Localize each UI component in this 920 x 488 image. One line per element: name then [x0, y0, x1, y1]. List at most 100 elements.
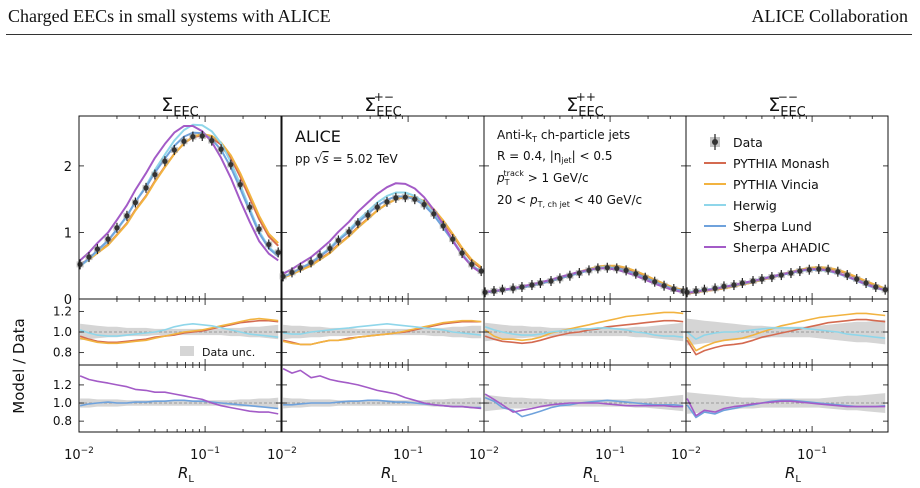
x-tick-label: 10−1: [797, 446, 827, 463]
data-point: [567, 273, 573, 279]
data-point: [712, 285, 718, 291]
data-point: [346, 229, 352, 235]
legend-label: Sherpa Lund: [733, 219, 812, 234]
data-point: [459, 250, 465, 256]
data-point: [77, 261, 83, 267]
data-point: [557, 275, 563, 281]
data-point: [863, 280, 869, 286]
sqrt-s: s: [322, 152, 328, 166]
x-tick-label-exponent: −2: [486, 446, 499, 456]
ratio-legend-label: Data unc.: [202, 346, 255, 359]
data-point: [393, 195, 399, 201]
model-curve: [79, 131, 279, 267]
data-point: [327, 245, 333, 252]
data-point: [86, 254, 92, 260]
x-tick-label: 10−1: [190, 446, 220, 463]
axes-frame: [78, 364, 282, 433]
data-point: [275, 249, 281, 256]
panel-title: ΣEEC−−: [768, 90, 806, 120]
jet-radius-label: R = 0.4, |ηjet| < 0.5: [497, 149, 612, 165]
ratio-curve: [79, 319, 279, 344]
data-point: [750, 278, 756, 284]
data-point: [797, 268, 803, 274]
experiment-label: ALICE: [295, 127, 341, 146]
x-axis-label-sub: L: [391, 474, 397, 485]
legend-data-point: [712, 139, 718, 145]
data-point: [478, 268, 484, 274]
data-point: [412, 196, 418, 202]
y-tick-label: 0.8: [53, 414, 72, 428]
data-point: [421, 201, 427, 208]
data-point: [873, 284, 879, 290]
data-point: [721, 283, 727, 289]
legend-label: Herwig: [733, 198, 777, 213]
y-tick-label: 1.2: [53, 304, 72, 318]
data-point: [355, 220, 361, 226]
data-point: [308, 259, 314, 265]
y-tick-label: 0.8: [53, 346, 72, 360]
x-axis-label: RL: [178, 464, 194, 485]
ratio-curve: [79, 322, 279, 338]
data-point: [854, 276, 860, 282]
data-point: [642, 275, 648, 281]
pt-sub: T: [504, 178, 510, 187]
ratio-curve: [79, 399, 279, 410]
panel-3: 10−2 10−1 ΣEEC++ RL: [469, 90, 687, 485]
model-curve: [282, 195, 482, 279]
data-point: [266, 241, 272, 248]
track-cut-tail: > 1 GeV/c: [524, 171, 589, 185]
y-axis-label: Model / Data: [10, 318, 28, 413]
x-tick-label-exponent: −2: [81, 446, 94, 456]
ratio-curve: [484, 326, 684, 338]
collision-label: pp √s = 5.02 TeV: [295, 152, 399, 167]
collision-energy: = 5.02 TeV: [329, 152, 399, 166]
data-point: [143, 185, 149, 191]
data-point: [431, 211, 437, 217]
data-point: [450, 236, 456, 242]
model-curve: [282, 182, 482, 275]
jet-algorithm-label: Anti-kT ch-particle jets: [497, 128, 630, 144]
panel-title-sub: EEC: [780, 105, 806, 120]
data-point: [816, 266, 822, 272]
data-point: [440, 223, 446, 229]
data-point: [614, 265, 620, 271]
data-point: [491, 288, 497, 294]
data-point: [218, 146, 224, 152]
x-axis-label: RL: [785, 464, 801, 485]
data-point: [633, 271, 639, 277]
data-point: [105, 236, 111, 242]
model-curve: [79, 125, 279, 262]
x-ticks: [78, 116, 282, 432]
model-curve: [79, 134, 279, 266]
ratio-curve: [283, 322, 482, 336]
data-point: [114, 225, 120, 231]
x-tick-label: 10−1: [595, 446, 625, 463]
pt-symbol: p: [529, 193, 538, 207]
data-point: [152, 171, 158, 178]
legend-label: Data: [733, 135, 763, 150]
legend-label: Sherpa AHADIC: [733, 240, 830, 255]
data-point: [576, 270, 582, 276]
data-point: [586, 267, 592, 273]
axes-frame: [685, 364, 889, 433]
data-point: [739, 280, 745, 286]
y-tick-label: 1: [64, 226, 72, 241]
x-tick-label-exponent: −2: [284, 446, 297, 456]
data-point: [162, 158, 168, 164]
x-tick-label-exponent: −1: [410, 446, 423, 456]
ratio-curve: [686, 312, 886, 352]
y-tick-label: 1.0: [53, 325, 72, 339]
y-tick-label: 0: [64, 293, 72, 308]
data-point: [537, 280, 543, 286]
x-ticks: [685, 116, 889, 432]
data-point: [671, 286, 677, 292]
y-ticks: 0 1 2 0.8 1.0 1.2 0.8 1.0 1.2: [53, 160, 888, 428]
x-axis-label-sub: L: [795, 474, 801, 485]
data-point: [482, 289, 488, 295]
data-point: [365, 212, 371, 218]
data-point: [289, 269, 295, 275]
ratio-curve: [686, 327, 886, 341]
data-point: [778, 272, 784, 278]
data-point: [595, 265, 601, 271]
